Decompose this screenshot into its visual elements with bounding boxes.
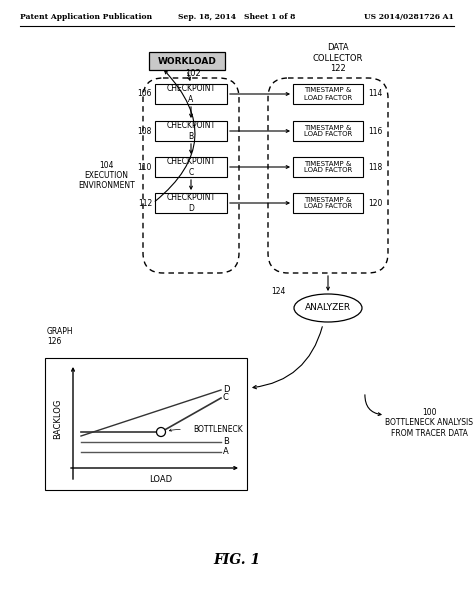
Bar: [293, 84, 363, 104]
Text: TIMESTAMP &
LOAD FACTOR: TIMESTAMP & LOAD FACTOR: [304, 87, 352, 100]
Bar: [155, 193, 227, 213]
Text: Patent Application Publication: Patent Application Publication: [20, 13, 152, 21]
Text: 108: 108: [137, 126, 152, 136]
Bar: [149, 52, 225, 70]
Text: TIMESTAMP &
LOAD FACTOR: TIMESTAMP & LOAD FACTOR: [304, 125, 352, 137]
Text: 118: 118: [368, 163, 382, 172]
Text: CHECKPOINT
A: CHECKPOINT A: [166, 84, 216, 104]
Text: 114: 114: [368, 89, 383, 98]
Bar: [155, 157, 227, 177]
Text: 124: 124: [272, 287, 286, 296]
Text: A: A: [223, 447, 229, 456]
Text: CHECKPOINT
D: CHECKPOINT D: [166, 193, 216, 213]
Bar: [293, 193, 363, 213]
Text: LOAD: LOAD: [149, 475, 173, 485]
Text: 102: 102: [185, 70, 201, 78]
Text: BOTTLENECK: BOTTLENECK: [193, 425, 243, 434]
Bar: [155, 121, 227, 141]
Text: TIMESTAMP &
LOAD FACTOR: TIMESTAMP & LOAD FACTOR: [304, 161, 352, 174]
Text: 116: 116: [368, 126, 383, 136]
Bar: [155, 84, 227, 104]
Text: CHECKPOINT
B: CHECKPOINT B: [166, 122, 216, 141]
Text: CHECKPOINT
C: CHECKPOINT C: [166, 157, 216, 177]
Text: 100
BOTTLENECK ANALYSIS
FROM TRACER DATA: 100 BOTTLENECK ANALYSIS FROM TRACER DATA: [385, 408, 473, 438]
Text: 112: 112: [138, 199, 152, 208]
Text: ANALYZER: ANALYZER: [305, 304, 351, 312]
Bar: [293, 121, 363, 141]
Text: 120: 120: [368, 199, 383, 208]
Text: 104
EXECUTION
ENVIRONMENT: 104 EXECUTION ENVIRONMENT: [78, 161, 135, 191]
Circle shape: [156, 428, 165, 436]
Text: DATA
COLLECTOR
122: DATA COLLECTOR 122: [313, 43, 363, 73]
Text: 110: 110: [137, 163, 152, 172]
Bar: [45, 358, 247, 490]
Text: Sep. 18, 2014   Sheet 1 of 8: Sep. 18, 2014 Sheet 1 of 8: [178, 13, 296, 21]
Ellipse shape: [294, 294, 362, 322]
Bar: [293, 157, 363, 177]
Text: FIG. 1: FIG. 1: [213, 553, 261, 567]
Text: 106: 106: [137, 89, 152, 98]
Text: D: D: [223, 386, 229, 395]
Text: WORKLOAD: WORKLOAD: [157, 56, 217, 65]
Text: GRAPH
126: GRAPH 126: [47, 327, 73, 346]
Text: TIMESTAMP &
LOAD FACTOR: TIMESTAMP & LOAD FACTOR: [304, 197, 352, 210]
Text: BACKLOG: BACKLOG: [54, 399, 63, 439]
Text: US 2014/0281726 A1: US 2014/0281726 A1: [364, 13, 454, 21]
Text: C: C: [223, 393, 229, 403]
Text: B: B: [223, 437, 229, 447]
